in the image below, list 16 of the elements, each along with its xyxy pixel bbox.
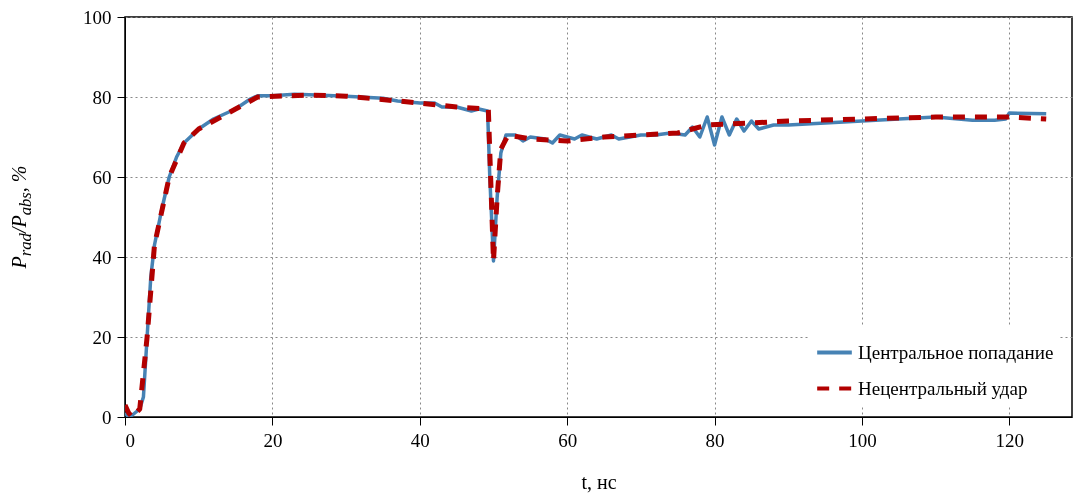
legend-label: Центральное попадание [858, 341, 1054, 363]
y-tick-label: 40 [92, 246, 112, 268]
legend-label: Нецентральный удар [858, 377, 1028, 399]
x-tick-label: 100 [848, 429, 877, 451]
y-tick-label: 0 [102, 406, 112, 428]
x-tick-label: 20 [263, 429, 283, 451]
y-tick-label: 20 [92, 326, 112, 348]
y-tick-label: 80 [92, 86, 112, 108]
x-tick-label: 40 [410, 429, 430, 451]
x-axis-title: t, нс [581, 470, 617, 493]
x-tick-label: 120 [995, 429, 1025, 451]
y-tick-label: 100 [83, 6, 112, 28]
x-tick-label: 0 [125, 429, 135, 451]
x-tick-label: 60 [558, 429, 578, 451]
x-tick-label: 80 [705, 429, 725, 451]
y-tick-label: 60 [92, 166, 112, 188]
